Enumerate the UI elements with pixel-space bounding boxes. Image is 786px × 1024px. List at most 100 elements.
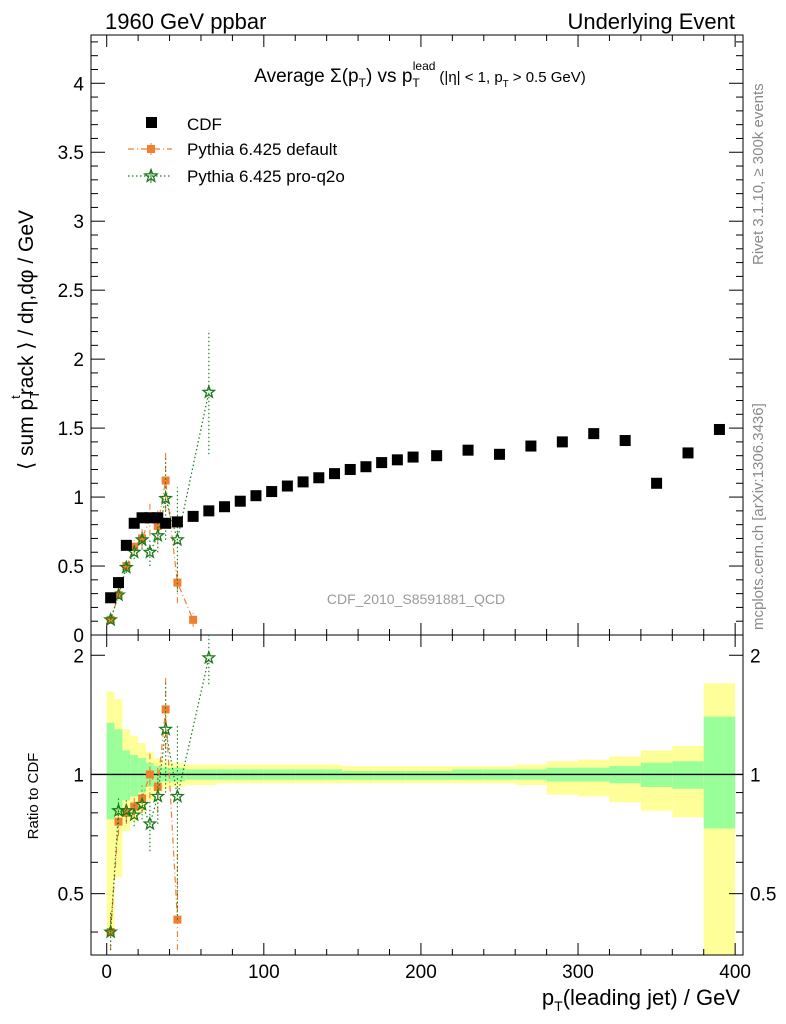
xtick-label: 200 [405, 962, 437, 983]
main-proq2o-marker [142, 544, 158, 559]
ratio-proq2o-marker [150, 788, 166, 803]
ratio-band-inner [420, 771, 453, 780]
main-proq2o-marker [169, 531, 185, 547]
main-proq2o-marker [158, 490, 174, 505]
ratio-proq2o-marker [118, 802, 134, 818]
ratio-band-inner [703, 716, 736, 829]
ratio-band-inner [130, 754, 139, 797]
cdf-marker [105, 592, 117, 604]
cdf-marker [431, 450, 443, 462]
cdf-marker [234, 495, 246, 507]
legend-marker-default [147, 145, 155, 153]
mcplots-label: mcplots.cern.ch [arXiv:1306.3436] [750, 403, 767, 630]
main-default-marker [173, 578, 182, 587]
main-ytick-label: 4 [73, 74, 84, 95]
legend: CDF Pythia 6.425 default Pythia 6.425 pr… [128, 115, 345, 186]
cdf-marker [588, 428, 600, 440]
ylabel-part-b: rack ⟩ / dη,dφ / GeV [15, 210, 38, 395]
ratio-proq2o-marker [169, 788, 185, 803]
ratio-band-inner [122, 750, 131, 801]
cdf-marker [112, 577, 124, 589]
title-vs: ) vs p [366, 66, 412, 87]
main-ytick-label: 0.5 [58, 557, 84, 578]
main-title: Average Σ(pT) vs pTlead(|η| < 1, pT > 0.5… [254, 59, 586, 90]
main-ylabel: ⟨ sum pTtrack ⟩ / dη,dφ / GeV [8, 210, 42, 470]
ratio-default-marker [161, 705, 170, 714]
xtick-label: 400 [719, 962, 751, 983]
cdf-marker [152, 512, 164, 524]
main-proq2o-marker [150, 527, 166, 543]
main-ytick-label: 3 [73, 212, 84, 233]
cdf-marker [203, 505, 215, 517]
ratio-band-inner [114, 729, 123, 813]
ratio-band-inner [389, 771, 406, 780]
main-default-marker [161, 476, 170, 485]
ratio-proq2o-marker [201, 650, 217, 665]
title-sub-t: T [359, 76, 367, 90]
ratio-band-inner [106, 722, 115, 820]
xlabel-p: p [542, 985, 554, 1010]
cdf-marker [360, 461, 372, 473]
ratio-default-marker [106, 928, 115, 937]
cdf-marker [171, 516, 183, 528]
ratio-band-inner [405, 771, 421, 780]
legend-label-default: Pythia 6.425 default [187, 140, 338, 159]
ratio-ytick-label: 1 [73, 765, 84, 786]
cdf-marker [556, 436, 568, 448]
title-cond-close: > 0.5 GeV) [513, 69, 586, 86]
ratio-proq2o-marker [134, 796, 150, 811]
cdf-marker [493, 448, 505, 460]
main-proq2o-line [110, 392, 210, 620]
xlabel-rest: (leading jet) / GeV [563, 985, 741, 1010]
cdf-marker [376, 457, 388, 469]
xtick-label: 0 [101, 962, 112, 983]
ratio-band-inner [373, 771, 390, 780]
xlabel: pT(leading jet) / GeV [542, 985, 740, 1014]
ratio-band-inner [138, 758, 146, 793]
cdf-marker [187, 510, 199, 522]
ratio-panel: 0 100 200 300 400 0.5 0.5 1 1 2 2 [58, 634, 776, 983]
cdf-marker [219, 501, 231, 513]
ylabel-sup: t [8, 395, 23, 399]
main-proq2o-marker [118, 559, 134, 574]
cdf-marker [407, 451, 419, 463]
cdf-marker [266, 486, 278, 498]
ratio-band-inner [342, 771, 359, 780]
cdf-marker [713, 423, 725, 435]
cdf-marker [619, 435, 631, 447]
main-ytick-label: 2 [73, 350, 84, 371]
cdf-marker [329, 468, 341, 480]
xlabel-sub: T [554, 998, 563, 1014]
ratio-ytick-label: 2 [73, 646, 84, 667]
ratio-ytick-label-right: 2 [750, 646, 761, 667]
main-proq2o-marker [103, 611, 119, 627]
main-default-marker [138, 534, 147, 543]
main-proq2o-marker [134, 531, 150, 547]
ratio-proq2o-marker [103, 924, 119, 939]
cdf-marker [250, 490, 262, 502]
main-ytick-label: 1 [73, 488, 84, 509]
cdf-marker [281, 480, 293, 492]
main-proq2o-marker [201, 384, 217, 399]
header-right: Underlying Event [567, 9, 735, 34]
legend-label-cdf: CDF [187, 115, 222, 134]
ratio-ytick-label-right: 0.5 [750, 885, 776, 906]
cdf-marker [682, 447, 694, 459]
title-sigma: Σ(p [330, 66, 359, 87]
ratio-band-inner [358, 771, 374, 780]
ratio-proq2o-marker [158, 721, 174, 736]
cdf-marker [128, 517, 140, 529]
title-sup-lead: lead [413, 59, 436, 73]
main-default-marker [189, 615, 198, 624]
ylabel-sub: T [27, 391, 42, 399]
main-default-marker [106, 615, 115, 624]
xtick-label: 300 [562, 962, 594, 983]
rivet-label: Rivet 3.1.10, ≥ 300k events [750, 83, 767, 265]
main-ytick-label: 2.5 [58, 281, 84, 302]
cdf-marker [344, 463, 356, 475]
cdf-marker [297, 476, 309, 488]
cdf-marker [651, 477, 663, 489]
cdf-marker [462, 444, 474, 456]
ratio-ytick-label-right: 1 [750, 765, 761, 786]
